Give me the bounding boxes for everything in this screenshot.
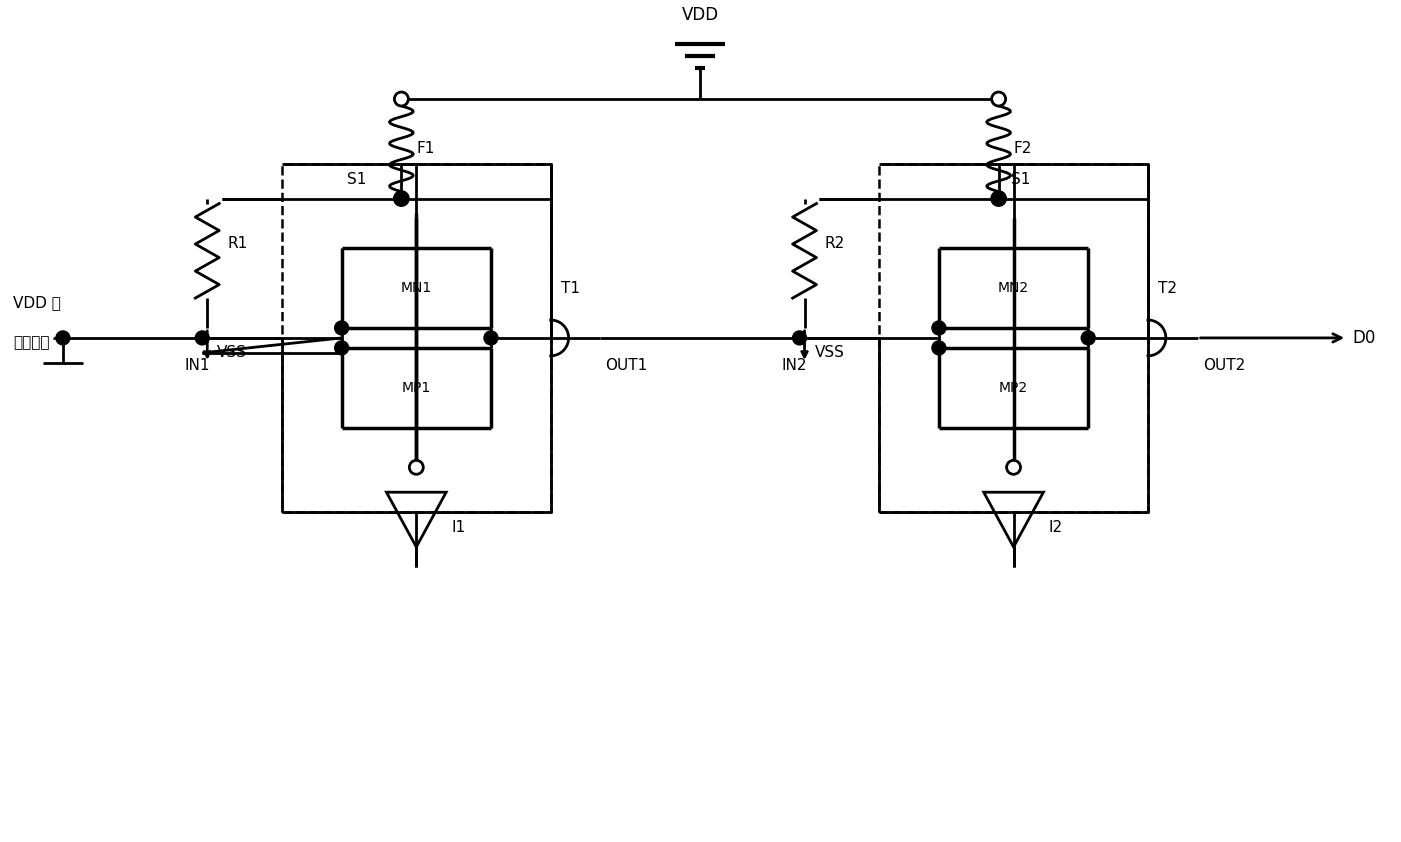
Text: MP1: MP1 [402, 381, 432, 395]
Circle shape [992, 192, 1006, 205]
Circle shape [992, 192, 1006, 205]
Circle shape [395, 192, 408, 205]
Circle shape [932, 341, 946, 354]
Text: T1: T1 [560, 280, 580, 296]
Text: VSS: VSS [217, 345, 247, 360]
Circle shape [335, 341, 349, 354]
Circle shape [409, 461, 423, 474]
Text: VDD: VDD [681, 7, 719, 24]
Text: T2: T2 [1157, 280, 1177, 296]
Text: VSS: VSS [814, 345, 845, 360]
Text: R2: R2 [824, 236, 845, 251]
Circle shape [793, 331, 807, 345]
Text: MN2: MN2 [998, 281, 1030, 296]
Text: OUT2: OUT2 [1202, 358, 1245, 373]
Circle shape [1082, 331, 1096, 345]
Text: 输入信号: 输入信号 [13, 335, 49, 350]
Text: I1: I1 [451, 520, 465, 535]
Text: S1: S1 [347, 172, 367, 187]
Text: S1: S1 [1010, 172, 1030, 187]
Circle shape [932, 321, 946, 335]
Text: MN1: MN1 [401, 281, 432, 296]
Text: F1: F1 [416, 141, 434, 157]
Circle shape [1006, 461, 1020, 474]
Text: R1: R1 [227, 236, 248, 251]
Circle shape [335, 321, 349, 335]
Circle shape [195, 331, 209, 345]
Text: IN1: IN1 [185, 358, 210, 373]
Circle shape [395, 192, 408, 205]
Text: I2: I2 [1048, 520, 1062, 535]
Text: OUT1: OUT1 [605, 358, 647, 373]
Text: IN2: IN2 [782, 358, 807, 373]
Circle shape [483, 331, 497, 345]
Text: VDD 或: VDD 或 [13, 296, 62, 311]
Circle shape [395, 192, 408, 205]
Text: F2: F2 [1013, 141, 1033, 157]
Text: MP2: MP2 [999, 381, 1028, 395]
Circle shape [992, 92, 1006, 106]
Circle shape [56, 331, 70, 345]
Text: D0: D0 [1352, 329, 1376, 347]
Circle shape [395, 92, 408, 106]
